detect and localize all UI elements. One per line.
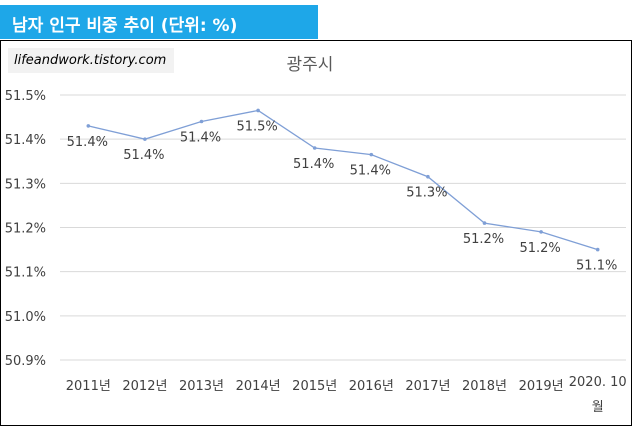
x-tick-label: 2013년 xyxy=(179,379,224,394)
x-tick-label: 2012년 xyxy=(122,379,167,394)
data-point xyxy=(143,137,147,141)
y-tick-label: 51.5% xyxy=(5,89,46,104)
x-tick-label: 2011년 xyxy=(66,379,111,394)
y-tick-label: 51.0% xyxy=(5,310,46,325)
data-point xyxy=(199,119,204,124)
data-point xyxy=(86,124,91,128)
x-tick-label: 2019년 xyxy=(519,379,564,394)
y-tick-label: 51.3% xyxy=(5,177,46,192)
x-tick-label: 2014년 xyxy=(236,379,281,394)
y-tick-label: 51.1% xyxy=(5,266,46,281)
data-point xyxy=(539,230,543,234)
data-label: 51.4% xyxy=(293,157,334,172)
x-tick-label: 월 xyxy=(592,400,604,415)
data-point xyxy=(595,247,600,252)
data-point xyxy=(312,146,317,150)
y-tick-label: 51.2% xyxy=(5,222,46,237)
data-point xyxy=(482,221,487,225)
chart-frame xyxy=(0,40,632,426)
data-label: 51.3% xyxy=(406,186,447,201)
header-title: 남자 인구 비중 추이 (단위: %) xyxy=(12,16,238,36)
data-label: 51.1% xyxy=(576,259,617,274)
data-label: 51.2% xyxy=(463,232,504,247)
data-point xyxy=(369,152,374,157)
x-tick-label: 2016년 xyxy=(349,379,394,394)
series-line xyxy=(88,109,598,251)
header-bar: 남자 인구 비중 추이 (단위: %) xyxy=(0,5,318,39)
data-point xyxy=(256,108,260,113)
x-tick-label: 2018년 xyxy=(462,379,507,394)
y-tick-label: 51.4% xyxy=(5,133,46,148)
x-tick-label: 2015년 xyxy=(292,379,337,394)
data-label: 51.4% xyxy=(350,164,391,179)
watermark: lifeandwork.tistory.com xyxy=(8,48,174,73)
data-label: 51.2% xyxy=(519,241,560,256)
x-tick-label: 2017년 xyxy=(405,379,450,394)
data-label: 51.4% xyxy=(123,148,164,163)
data-label: 51.5% xyxy=(236,119,277,134)
chart-title: 광주시 xyxy=(287,55,334,75)
y-tick-label: 50.9% xyxy=(5,354,46,369)
data-point xyxy=(426,174,430,179)
x-tick-label: 2020. 10 xyxy=(569,375,627,390)
data-label: 51.4% xyxy=(180,131,221,146)
data-label: 51.4% xyxy=(67,135,108,150)
